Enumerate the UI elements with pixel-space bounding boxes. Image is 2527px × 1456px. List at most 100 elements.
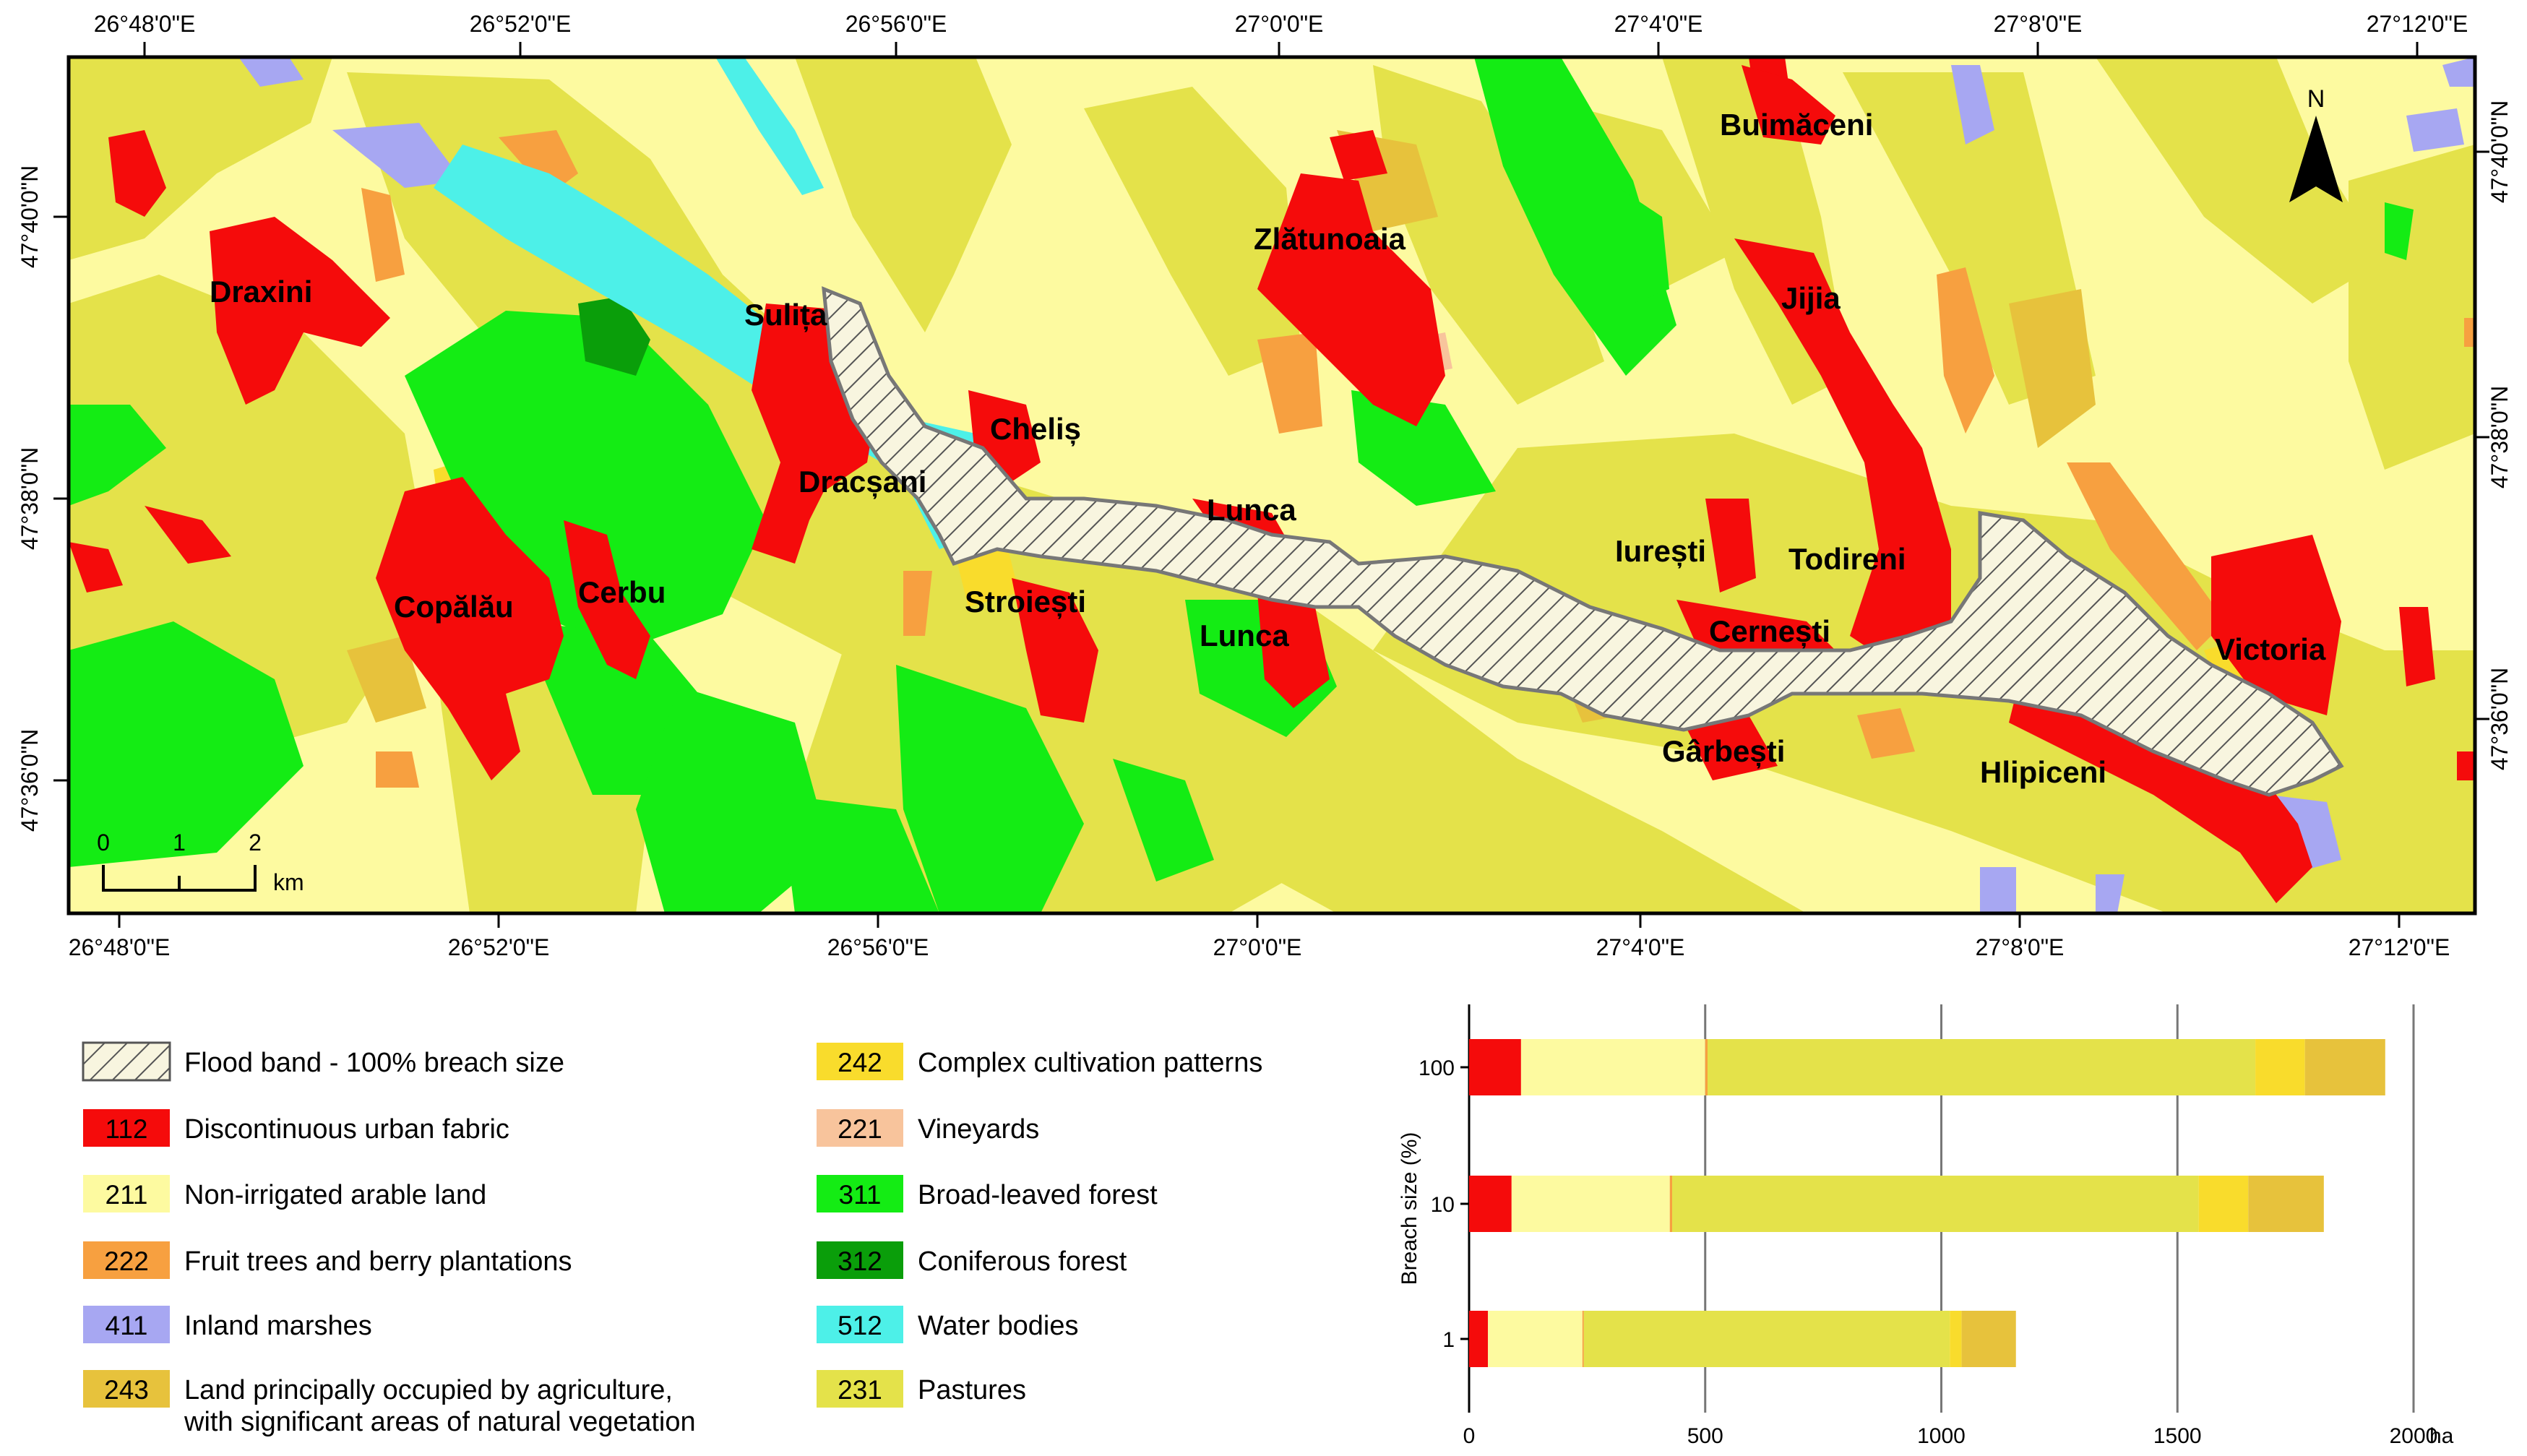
scale-bar: 0 1 2 km	[97, 830, 304, 895]
legend-code: 312	[838, 1246, 882, 1276]
chart-x-tick-label: 500	[1687, 1424, 1723, 1448]
lat-label-right: 47°36'0"N	[2487, 668, 2513, 770]
fruit-tree-areas	[361, 130, 2475, 788]
place-label: Victoria	[2215, 632, 2326, 666]
place-label: Cerbu	[578, 575, 666, 609]
lon-label-bottom: 26°48'0"E	[69, 934, 171, 960]
legend-item: 242 Complex cultivation patterns	[817, 1043, 1262, 1080]
chart-bar-segment-243	[2248, 1176, 2324, 1232]
lon-label-top: 27°0'0"E	[1235, 11, 1324, 37]
chart-bar-segment-231	[1672, 1176, 2199, 1232]
legend-item: 311 Broad-leaved forest	[817, 1175, 1158, 1212]
lat-label-left: 47°40'0"N	[17, 165, 43, 268]
chart-bar-segment-242	[1950, 1311, 1962, 1367]
legend: Flood band - 100% breach size 112 Disconti…	[82, 1041, 1262, 1437]
legend-label: Non-irrigated arable land	[184, 1180, 486, 1210]
legend-code: 231	[838, 1375, 882, 1405]
legend-label: Discontinuous urban fabric	[184, 1114, 509, 1145]
place-label: Zlătunoaia	[1254, 222, 1406, 256]
chart-y-tick-label: 10	[1431, 1193, 1455, 1217]
legend-label-line2: with significant areas of natural vegeta…	[184, 1407, 696, 1437]
place-label: Dracșani	[798, 465, 926, 499]
place-label: Draxini	[210, 275, 312, 309]
lon-label-bottom: 26°56'0"E	[827, 934, 929, 960]
lat-label-right: 47°40'0"N	[2487, 100, 2513, 203]
place-label: Gârbești	[1662, 734, 1785, 769]
chart-bar-segment-211	[1488, 1311, 1583, 1367]
legend-swatch	[83, 1175, 170, 1212]
legend-swatch	[817, 1241, 903, 1279]
place-label: Jijia	[1781, 281, 1841, 315]
chart-bar-segment-112	[1469, 1176, 1512, 1232]
chart-bar-segment-242	[2255, 1039, 2305, 1095]
legend-code: 222	[104, 1246, 149, 1276]
place-label: Stroiești	[965, 585, 1086, 619]
place-label: Cernești	[1709, 614, 1830, 649]
place-label: Lunca	[1200, 619, 1289, 652]
legend-label: Land principally occupied by agriculture…	[184, 1375, 673, 1405]
legend-swatch	[83, 1109, 170, 1147]
legend-code: 243	[104, 1375, 149, 1405]
legend-label: Inland marshes	[184, 1311, 372, 1341]
chart-x-tick-label: 2000	[2390, 1424, 2438, 1448]
legend-item: 231 Pastures	[817, 1370, 1026, 1408]
legend-swatch	[82, 1041, 171, 1082]
lat-label-left: 47°36'0"N	[17, 729, 43, 832]
lon-label-top: 26°48'0"E	[94, 11, 196, 37]
place-label: Iurești	[1615, 534, 1706, 569]
legend-label: Fruit trees and berry plantations	[184, 1246, 572, 1277]
north-arrow: N	[2289, 85, 2343, 202]
legend-swatch	[817, 1043, 903, 1080]
chart-bar-segment-112	[1469, 1311, 1489, 1367]
scale-tick-2: 2	[249, 830, 262, 856]
legend-swatch	[83, 1241, 170, 1279]
chart-bar-segment-211	[1511, 1176, 1670, 1232]
lon-label-top: 26°52'0"E	[470, 11, 572, 37]
lon-label-top: 27°12'0"E	[2367, 11, 2468, 37]
lon-label-bottom: 27°8'0"E	[1976, 934, 2065, 960]
legend-label: Pastures	[918, 1375, 1026, 1405]
legend-swatch	[83, 1306, 170, 1343]
legend-code: 112	[106, 1114, 148, 1144]
chart-bar-segment-222	[1705, 1039, 1708, 1095]
coniferous-forest-area	[578, 296, 650, 376]
chart-bar-segment-243	[1961, 1311, 2016, 1367]
legend-item: 411 Inland marshes	[83, 1306, 372, 1343]
legend-label: Coniferous forest	[918, 1246, 1127, 1277]
legend-item: 243 Land principally occupied by agricult…	[83, 1370, 696, 1437]
legend-swatch	[817, 1109, 903, 1147]
place-label: Copălău	[394, 590, 514, 624]
lon-label-bottom: 27°4'0"E	[1596, 934, 1685, 960]
scale-tick-1: 1	[173, 830, 186, 856]
place-label: Hlipiceni	[1980, 755, 2106, 789]
chart-bar-segment-231	[1583, 1311, 1950, 1367]
chart-bar-segment-242	[2198, 1176, 2249, 1232]
lat-label-right: 47°38'0"N	[2487, 386, 2513, 488]
legend-swatch	[817, 1370, 903, 1408]
lat-label-left: 47°38'0"N	[17, 447, 43, 550]
scale-bar-line	[102, 865, 257, 892]
lon-label-top: 27°8'0"E	[1994, 11, 2083, 37]
map-area	[69, 57, 2475, 913]
legend-item: 221 Vineyards	[817, 1109, 1039, 1147]
place-label: Lunca	[1207, 493, 1296, 527]
broad-leaved-forest-areas	[69, 57, 2414, 913]
legend-item: 222 Fruit trees and berry plantations	[83, 1241, 572, 1279]
legend-label: Water bodies	[918, 1311, 1078, 1341]
legend-label: Broad-leaved forest	[918, 1180, 1158, 1210]
legend-code: 512	[838, 1311, 882, 1340]
lon-label-top: 26°56'0"E	[845, 11, 947, 37]
lon-label-bottom: 26°52'0"E	[448, 934, 550, 960]
land-use-map: 26°48'0"E 26°52'0"E 26°56'0"E 27°0'0"E 27°4'…	[17, 11, 2513, 960]
legend-code: 211	[106, 1180, 148, 1210]
legend-label: Complex cultivation patterns	[918, 1048, 1262, 1078]
north-arrow-icon	[2289, 116, 2343, 202]
map-ticks	[53, 42, 2489, 928]
chart-y-tick-label: 100	[1419, 1056, 1455, 1080]
legend-item: 312 Coniferous forest	[817, 1241, 1127, 1279]
legend-code: 311	[839, 1180, 882, 1210]
scale-unit: km	[273, 869, 304, 895]
legend-item: 512 Water bodies	[817, 1306, 1078, 1343]
